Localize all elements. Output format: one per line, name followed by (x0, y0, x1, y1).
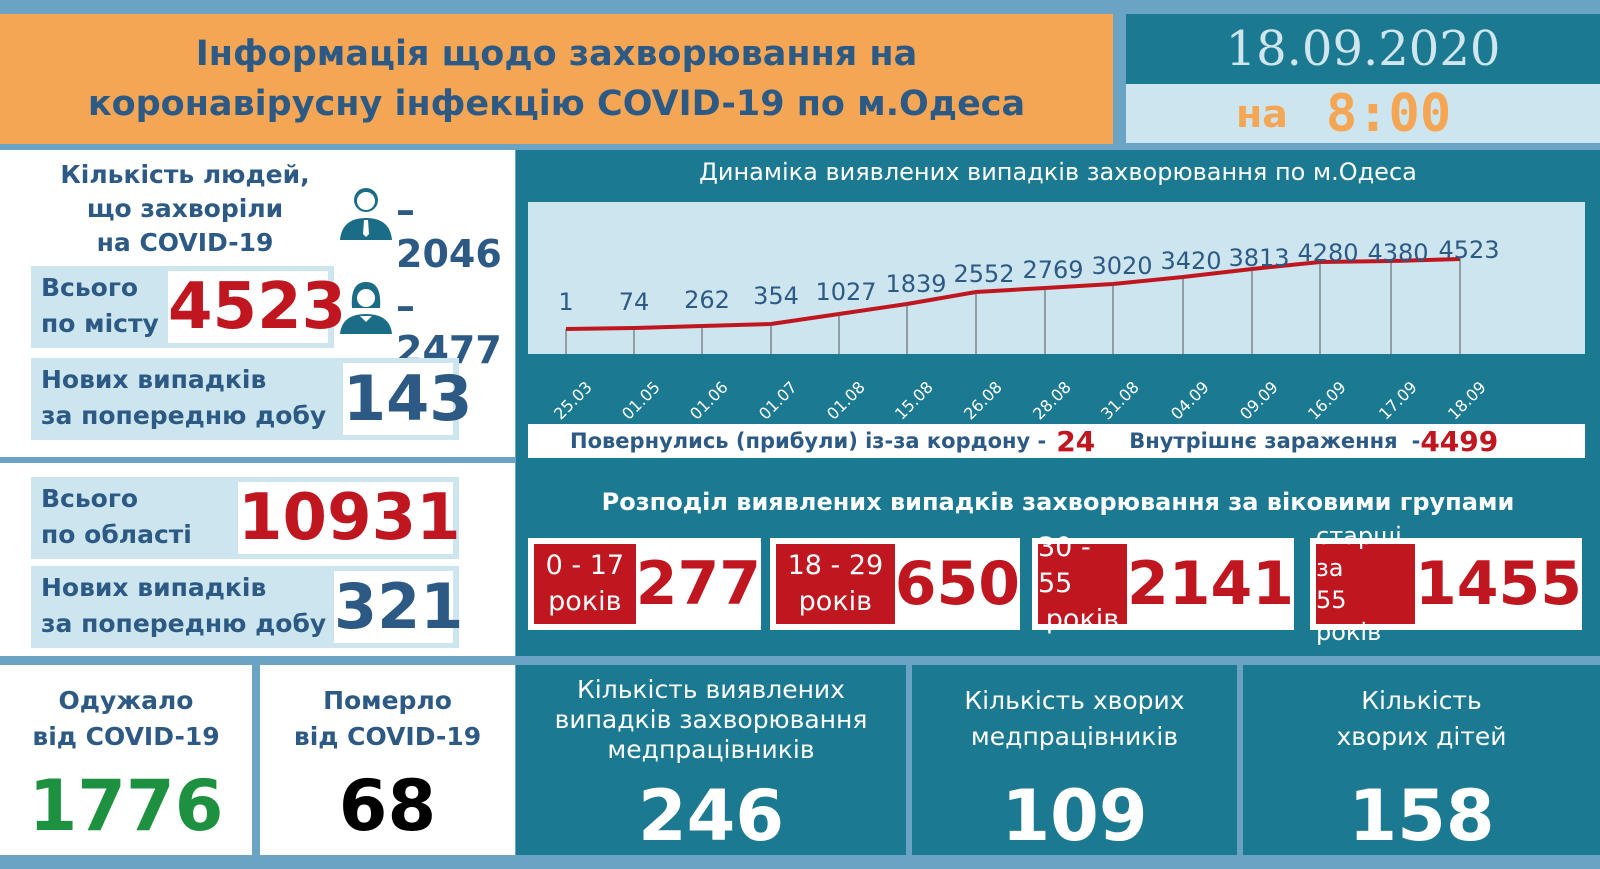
city-new-value: 143 (343, 362, 473, 435)
died-card: Померло від COVID-19 68 (260, 665, 515, 855)
returned-label: Повернулись (прибули) із-за кордону - (570, 429, 1047, 453)
internal-value: 4499 (1420, 424, 1499, 458)
recovered-value: 1776 (28, 765, 224, 847)
medical-sick-card: Кількість хворих медпрацівників 109 (912, 665, 1237, 857)
died-value: 68 (338, 765, 437, 847)
chart-plot-area: 1 74 262 354 1027 1839 2552 2769 3020 34… (528, 202, 1585, 354)
kids-sick-card: Кількість хворих дітей 158 (1243, 665, 1600, 857)
data-label: 2769 (1022, 256, 1084, 284)
age-group-value: 1455 (1415, 549, 1582, 619)
male-icon (340, 188, 392, 240)
data-label: 262 (684, 286, 730, 314)
female-icon (340, 282, 392, 334)
recovered-card: Одужало від COVID-19 1776 (0, 665, 252, 855)
import-stats: Повернулись (прибули) із-за кордону - 24… (528, 424, 1585, 458)
data-label: 2552 (953, 260, 1015, 288)
medical-sick-value: 109 (1001, 775, 1148, 857)
age-groups-title: Розподіл виявлених випадків захворювання… (601, 488, 1515, 516)
chart-line (565, 257, 1461, 354)
data-label: 354 (753, 282, 799, 310)
report-time: на 8:00 (1126, 83, 1600, 144)
age-group-card: 30 - 55 років 2141 (1032, 532, 1294, 635)
data-label: 4523 (1438, 236, 1500, 264)
data-label: 1027 (815, 278, 877, 306)
data-label: 3020 (1091, 252, 1153, 280)
age-group-value: 277 (635, 549, 761, 619)
medical-detected-value: 246 (637, 775, 785, 857)
age-group-value: 2141 (1127, 549, 1294, 619)
age-group-value: 650 (894, 549, 1020, 619)
medical-detected-card: Кількість виявлених випадків захворювання… (516, 665, 906, 857)
city-new-box: Нових випадків за попередню добу 143 (31, 358, 473, 440)
city-total-box: Всього по місту 4523 (31, 266, 347, 348)
data-label: 1839 (885, 270, 947, 298)
kids-sick-value: 158 (1348, 775, 1495, 857)
men-count: –2046 (396, 188, 502, 276)
time-value: 8:00 (1325, 83, 1452, 144)
title-line-2: коронавірусну інфекцію COVID-19 по м.Оде… (87, 84, 1026, 124)
data-label: 4380 (1367, 239, 1429, 267)
age-group-card: старші за 55 років 1455 (1310, 522, 1582, 646)
report-date: 18.09.2020 (1126, 14, 1600, 84)
chart-title: Динаміка виявлених випадків захворювання… (699, 158, 1417, 186)
data-label: 4280 (1297, 239, 1359, 267)
city-total-value: 4523 (168, 270, 347, 344)
time-prefix: на (1236, 91, 1288, 136)
age-group-card: 18 - 29 років 650 (770, 538, 1020, 630)
returned-value: 24 (1056, 424, 1096, 458)
region-new-box: Нових випадків за попередню добу 321 (31, 566, 464, 648)
region-new-value: 321 (334, 570, 464, 643)
internal-label: Внутрішнє зараження (1129, 429, 1398, 453)
page-title: Інформація щодо захворювання на коронавір… (0, 14, 1113, 144)
age-group-card: 0 - 17 років 277 (528, 538, 761, 630)
city-panel: Кількість людей, що захворіли на COVID-19 … (0, 150, 515, 457)
data-label: 1 (558, 288, 574, 316)
separator: - (1411, 429, 1421, 453)
region-total-value: 10931 (238, 481, 461, 555)
title-line-1: Інформація щодо захворювання на (195, 34, 918, 74)
region-total-box: Всього по області 10931 (31, 477, 461, 559)
data-label: 3420 (1160, 247, 1222, 275)
data-label: 74 (618, 288, 650, 316)
sick-label: Кількість людей, що захворіли на COVID-19 (60, 160, 310, 257)
data-label: 3813 (1228, 244, 1290, 272)
region-panel: Всього по області 10931 Нових випадків за … (0, 463, 515, 656)
